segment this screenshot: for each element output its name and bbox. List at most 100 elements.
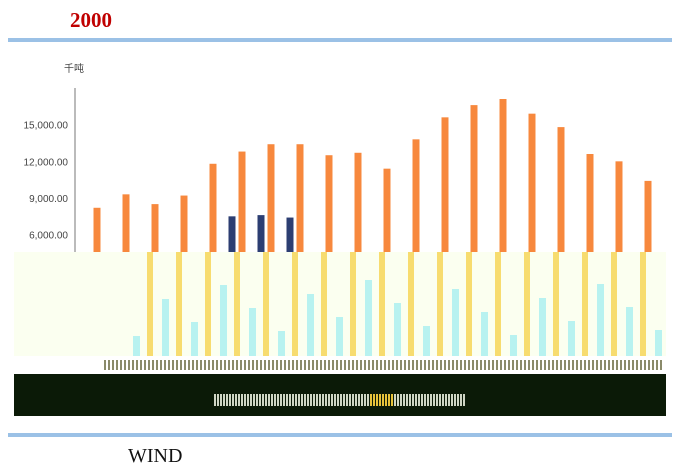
y-tick-label: 12,000.00 — [24, 157, 69, 168]
dark-noise-tick — [247, 394, 249, 406]
dark-noise-tick — [262, 394, 264, 406]
band-noise-tick — [196, 360, 198, 370]
band-noise-tick — [600, 360, 602, 370]
dark-noise-tick — [349, 394, 351, 406]
dark-noise-tick — [448, 394, 450, 406]
bar-series-1 — [615, 161, 623, 253]
band-noise-tick — [656, 360, 658, 370]
band-noise-tick — [180, 360, 182, 370]
band-noise-tick — [116, 360, 118, 370]
band-noise-tick — [568, 360, 570, 370]
bar-series-1 — [557, 127, 565, 253]
band-noise-tick — [636, 360, 638, 370]
band-noise-tick — [340, 360, 342, 370]
dark-noise-tick — [361, 394, 363, 406]
dark-noise-tick — [298, 394, 300, 406]
top-divider — [8, 38, 672, 42]
dark-noise-tick — [280, 394, 282, 406]
band-noise-tick — [300, 360, 302, 370]
dark-noise-tick — [463, 394, 465, 406]
band-noise-tick — [580, 360, 582, 370]
band-noise-tick — [176, 360, 178, 370]
dark-noise-tick — [460, 394, 462, 406]
dark-noise-tick — [271, 394, 273, 406]
band-noise-tick — [556, 360, 558, 370]
bar-series-1 — [180, 195, 188, 253]
band-noise-tick — [456, 360, 458, 370]
band-noise-tick — [200, 360, 202, 370]
overlay-yellow-stripe — [234, 252, 240, 356]
band-noise-tick — [168, 360, 170, 370]
dark-noise-tick — [331, 394, 333, 406]
band-noise-tick — [660, 360, 662, 370]
dark-noise-tick — [229, 394, 231, 406]
band-noise-tick — [252, 360, 254, 370]
overlay-dark-noise — [214, 394, 465, 406]
band-noise-tick — [316, 360, 318, 370]
band-noise-tick — [508, 360, 510, 370]
band-noise-tick — [472, 360, 474, 370]
band-noise-tick — [408, 360, 410, 370]
band-noise-tick — [620, 360, 622, 370]
y-tick-label: 15,000.00 — [24, 121, 69, 132]
band-noise-tick — [604, 360, 606, 370]
dark-noise-tick — [403, 394, 405, 406]
corrupted-overlay-light — [14, 252, 675, 356]
band-noise-tick — [360, 360, 362, 370]
dark-noise-tick — [277, 394, 279, 406]
dark-noise-tick — [409, 394, 411, 406]
band-noise-tick — [552, 360, 554, 370]
overlay-yellow-stripe — [640, 252, 646, 356]
overlay-yellow-stripe — [582, 252, 588, 356]
dark-noise-tick — [304, 394, 306, 406]
overlay-cyan-stripe — [481, 312, 488, 356]
bar-series-1 — [209, 163, 217, 253]
band-noise-tick — [124, 360, 126, 370]
bar-series-1 — [383, 168, 391, 253]
band-noise-tick — [452, 360, 454, 370]
dark-noise-tick — [373, 394, 375, 406]
overlay-yellow-stripe — [147, 252, 153, 356]
band-noise-tick — [304, 360, 306, 370]
band-noise-tick — [208, 360, 210, 370]
band-noise-tick — [524, 360, 526, 370]
bar-series-2 — [228, 216, 236, 253]
overlay-cyan-stripe — [597, 284, 604, 356]
dark-noise-tick — [217, 394, 219, 406]
band-noise-tick — [440, 360, 442, 370]
band-noise-tick — [204, 360, 206, 370]
overlay-cyan-stripe — [307, 294, 314, 356]
dark-noise-tick — [457, 394, 459, 406]
overlay-cyan-stripe — [336, 317, 343, 356]
dark-noise-tick — [397, 394, 399, 406]
band-noise-tick — [368, 360, 370, 370]
band-noise-tick — [376, 360, 378, 370]
dark-noise-tick — [421, 394, 423, 406]
overlay-cyan-stripe — [568, 321, 575, 356]
band-noise-tick — [416, 360, 418, 370]
dark-noise-tick — [316, 394, 318, 406]
overlay-cyan-stripe — [539, 298, 546, 356]
band-noise-tick — [560, 360, 562, 370]
band-noise-tick — [260, 360, 262, 370]
dark-noise-tick — [379, 394, 381, 406]
overlay-yellow-stripe — [263, 252, 269, 356]
band-noise-tick — [436, 360, 438, 370]
band-noise-tick — [156, 360, 158, 370]
dark-noise-tick — [256, 394, 258, 406]
band-noise-tick — [520, 360, 522, 370]
dark-noise-tick — [442, 394, 444, 406]
band-noise-tick — [244, 360, 246, 370]
band-noise-tick — [596, 360, 598, 370]
band-noise-tick — [276, 360, 278, 370]
band-noise-tick — [132, 360, 134, 370]
bar-series-1 — [267, 144, 275, 253]
band-noise-tick — [232, 360, 234, 370]
dark-noise-tick — [430, 394, 432, 406]
dark-noise-tick — [253, 394, 255, 406]
band-noise-tick — [632, 360, 634, 370]
band-noise-tick — [532, 360, 534, 370]
dark-noise-tick — [232, 394, 234, 406]
band-noise-tick — [460, 360, 462, 370]
bar-series-1 — [470, 105, 478, 253]
